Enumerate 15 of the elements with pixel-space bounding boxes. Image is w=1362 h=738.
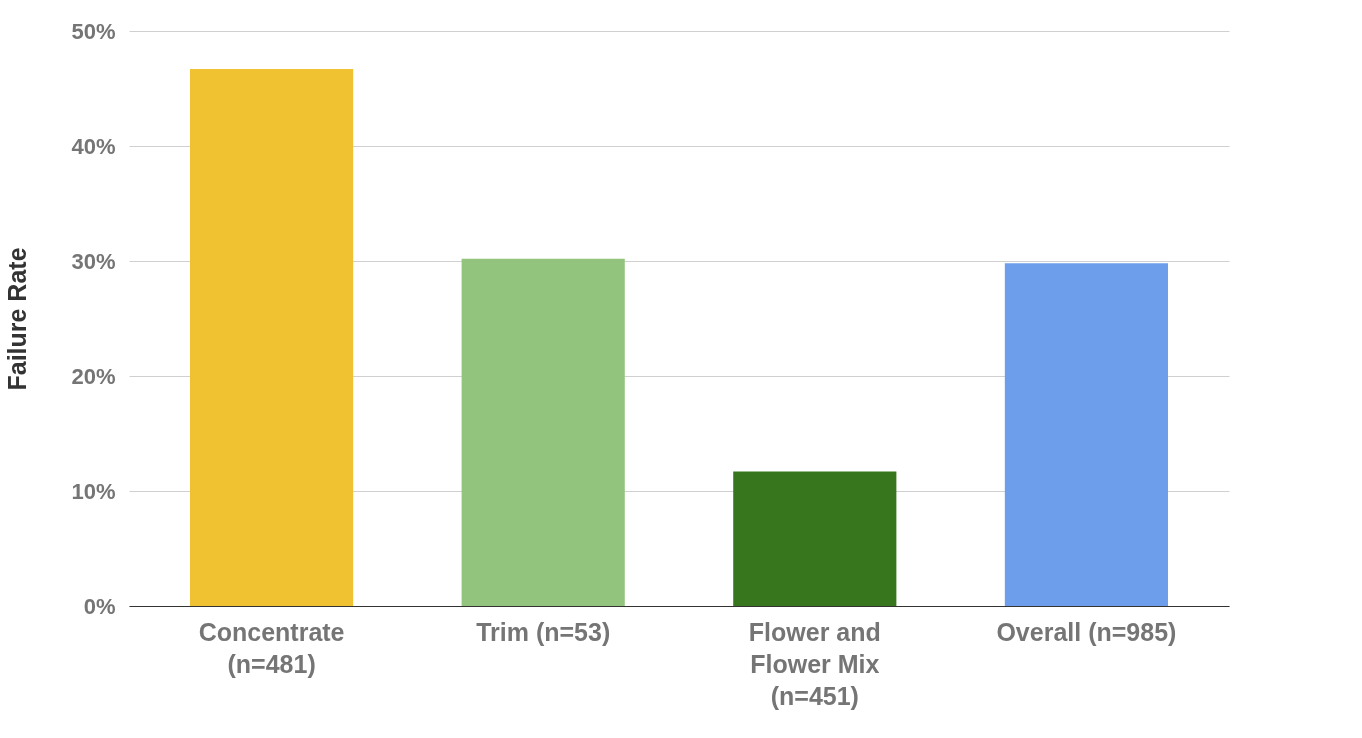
bar <box>733 471 897 606</box>
y-axis-title: Failure Rate <box>3 247 32 391</box>
y-tick-label: 10% <box>71 478 116 504</box>
x-tick-label: Overall (n=985) <box>996 617 1177 646</box>
y-tick-label: 30% <box>71 248 116 274</box>
y-tick-label: 40% <box>71 133 116 159</box>
bar <box>461 258 625 606</box>
x-tick-label: Trim (n=53) <box>476 617 611 646</box>
y-tick-label: 20% <box>71 363 116 389</box>
y-tick-label: 50% <box>71 18 116 44</box>
y-tick-label: 0% <box>83 593 116 619</box>
x-tick-label: Concentrate (n=481) <box>198 617 345 678</box>
bar <box>190 68 354 606</box>
bar <box>1004 263 1168 606</box>
x-tick-label: Flower and Flower Mix (n=451) <box>748 617 881 710</box>
